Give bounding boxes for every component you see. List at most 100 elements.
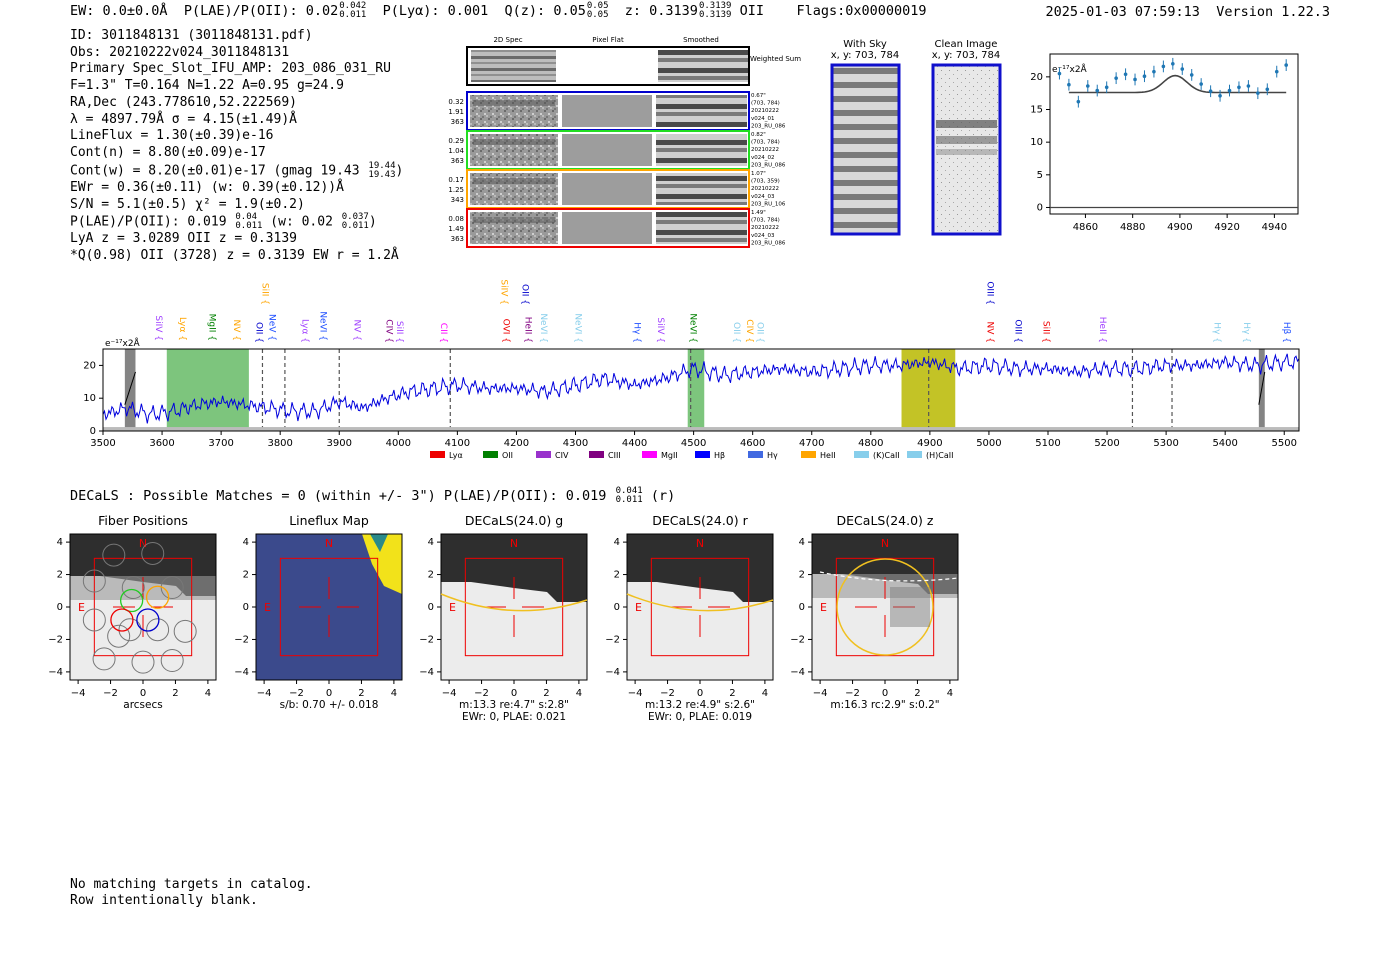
- panel-north-label-3: N: [696, 537, 704, 550]
- panel-xtick-label-0-0: −4: [71, 688, 86, 699]
- panel-caption-1-1: s/b: 0.70 +/- 0.018: [280, 699, 379, 711]
- spec-legend-swatch-0: [430, 451, 445, 458]
- panel-xtick-label-1-1: −2: [289, 688, 304, 699]
- zoom-ytick-label-0: 0: [1037, 202, 1043, 213]
- info-obs: Obs: 20210222v024_3011848131: [70, 44, 290, 60]
- zoom-point-18: [1227, 88, 1232, 93]
- zoom-axes-frame: [1049, 53, 1299, 215]
- plae-text: P(LAE)/P(OII): 0.019: [70, 214, 227, 230]
- panel-east-label-1: E: [264, 601, 271, 614]
- spec-xtick-label-1: 3600: [149, 438, 174, 449]
- spec-line-marker-16: HeII {: [522, 317, 532, 343]
- cutout-row-right-3-1: (703, 784): [751, 218, 780, 224]
- spec-region-1: [166, 349, 249, 431]
- col-header-flat: Pixel Flat: [592, 36, 624, 44]
- info-lambda: λ = 4897.79Å σ = 4.15(±1.49)Å: [70, 111, 297, 127]
- imaging-panels: Fiber Positions N E −4 −4 −2 −2 0 0 2 2 4 4 arcsecs Li…: [48, 513, 959, 723]
- panel-bright-blob-1: [362, 534, 402, 594]
- cutout-row-left-0-2: 363: [451, 118, 464, 126]
- info-fit: F=1.3" T=0.164 N=1.22 A=0.95 g=24.9: [70, 78, 344, 94]
- detection-info: ID: 3011848131 (3011848131.pdf) Obs: 202…: [70, 28, 403, 265]
- spec-legend-swatch-4: [642, 451, 657, 458]
- panel-aperture-box-1: [279, 557, 379, 657]
- fiber-circle-8: [173, 619, 197, 643]
- header-summary: EW: 0.0±0.0Å P(LAE)/P(OII): 0.02 0.042 0.0…: [70, 2, 927, 20]
- zoom-point-4: [1095, 88, 1100, 93]
- spec-legend-swatch-8: [854, 451, 869, 458]
- spec-line-marker-9: NV {: [352, 320, 362, 341]
- spec-line-marker-11: SiII {: [394, 321, 404, 343]
- clean-xy: x, y: 703, 784: [932, 50, 1001, 61]
- zoom-point-22: [1265, 87, 1270, 92]
- spec-legend-label-5: Hβ: [714, 451, 725, 460]
- info-plae-upper: 0.04: [235, 212, 258, 223]
- spec-xtick-label-18: 5300: [1153, 438, 1178, 449]
- spec-legend-label-7: HeII: [820, 451, 836, 460]
- fiber-highlight-2: [136, 608, 160, 632]
- spec-line-marker-10: CIV {: [383, 319, 393, 343]
- zoom-point-16: [1208, 89, 1213, 94]
- weighted-2d: [471, 50, 556, 82]
- panel-caption-1-3: m:13.2 re:4.9" s:2.6": [645, 699, 755, 711]
- fiber-circle-9: [92, 647, 116, 671]
- spec-legend-swatch-2: [536, 451, 551, 458]
- spec-legend-swatch-1: [483, 451, 498, 458]
- panel-2: DECaLS(24.0) g N E −4 −4 −2 −2 0 0 2 2 4 4 m:13.3 re:…: [419, 513, 588, 723]
- panel-ytick-label-0-2: 0: [57, 602, 63, 613]
- panel-title-3: DECaLS(24.0) r: [652, 513, 748, 528]
- panel-east-label-3: E: [635, 601, 642, 614]
- panel-dark-region-3: [627, 534, 773, 602]
- panel-caption-1-2: m:13.3 re:4.7" s:2.8": [459, 699, 569, 711]
- footer-line-2: Row intentionally blank.: [70, 892, 258, 908]
- spec-line-marker-23: CIV {: [744, 319, 754, 343]
- spec-line-marker-24: OII {: [754, 322, 764, 343]
- zoom-point-8: [1133, 77, 1137, 82]
- info-plae: P(LAE)/P(OII): 0.019 0.04 0.011 (w: 0.02 …: [70, 213, 403, 231]
- spec-line-marker-4: SiII {: [259, 283, 269, 305]
- panel-xtick-label-2-1: −2: [474, 688, 489, 699]
- fiber-circle-4: [160, 576, 184, 600]
- info-id: ID: 3011848131 (3011848131.pdf): [70, 28, 313, 43]
- spec-series-line: [102, 353, 1300, 424]
- zoom-point-12: [1171, 61, 1175, 66]
- fiber-circle-12: [107, 624, 131, 648]
- cutout-row-left-2-2: 343: [451, 196, 464, 204]
- spec-line-marker-12: CII {: [438, 323, 448, 343]
- cutout-row-right-3-0: 1.49": [751, 210, 766, 216]
- cutout-row-right-1-0: 0.82": [751, 132, 766, 138]
- z-lower: 0.3139: [698, 10, 732, 20]
- clean-title: Clean Image: [935, 39, 998, 50]
- zoom-point-20: [1246, 84, 1251, 88]
- z-upper: 0.3139: [698, 1, 732, 11]
- zoom-xtick-label-4: 4940: [1262, 222, 1287, 233]
- info-radec: RA,Dec (243.778610,52.222569): [70, 94, 297, 110]
- cutout-row-smoothed-3: [656, 212, 747, 244]
- spec-xtick-label-19: 5400: [1212, 438, 1237, 449]
- cutout-row-left-1-2: 363: [451, 157, 464, 165]
- spec-ytick-label-0: 0: [90, 426, 96, 437]
- panel-north-label-2: N: [510, 537, 518, 550]
- spec-line-marker-32: Hβ {: [1281, 322, 1291, 343]
- spec-line-marker-15: OII {: [519, 284, 529, 305]
- spec-line-marker-31: Hγ {: [1241, 322, 1251, 343]
- decals-plae-upper: 0.041: [615, 486, 643, 496]
- spec-legend-swatch-3: [589, 451, 604, 458]
- panel-ytick-label-0-0: −4: [48, 667, 63, 678]
- spec-xtick-label-7: 4200: [504, 438, 529, 449]
- cutout-grid: 2D Spec Pixel Flat Smoothed Weighted Sum…: [448, 36, 801, 248]
- panel-caption-2-3: EWr: 0, PLAE: 0.019: [648, 711, 752, 723]
- zoom-ytick-label-2: 10: [1030, 137, 1043, 148]
- panel-ytick-label-3-4: 4: [614, 537, 620, 548]
- zoom-point-6: [1114, 76, 1118, 80]
- weighted-sum-label: Weighted Sum: [750, 55, 801, 63]
- spec-ylabel: e⁻¹⁷x2Å: [105, 337, 141, 349]
- cutout-row-2d-trace-2: [473, 178, 555, 184]
- panel-xtick-label-2-2: 0: [511, 688, 517, 699]
- with-sky-image: [830, 63, 901, 236]
- cutout-row-right-1-3: v024_02: [751, 155, 775, 161]
- panel-dashed-arc-4: [819, 571, 959, 582]
- panel-ytick-label-4-4: 4: [799, 537, 805, 548]
- spec-xtick-label-13: 4800: [858, 438, 883, 449]
- zoom-point-13: [1180, 67, 1185, 71]
- clean-emission-band-3: [936, 149, 997, 155]
